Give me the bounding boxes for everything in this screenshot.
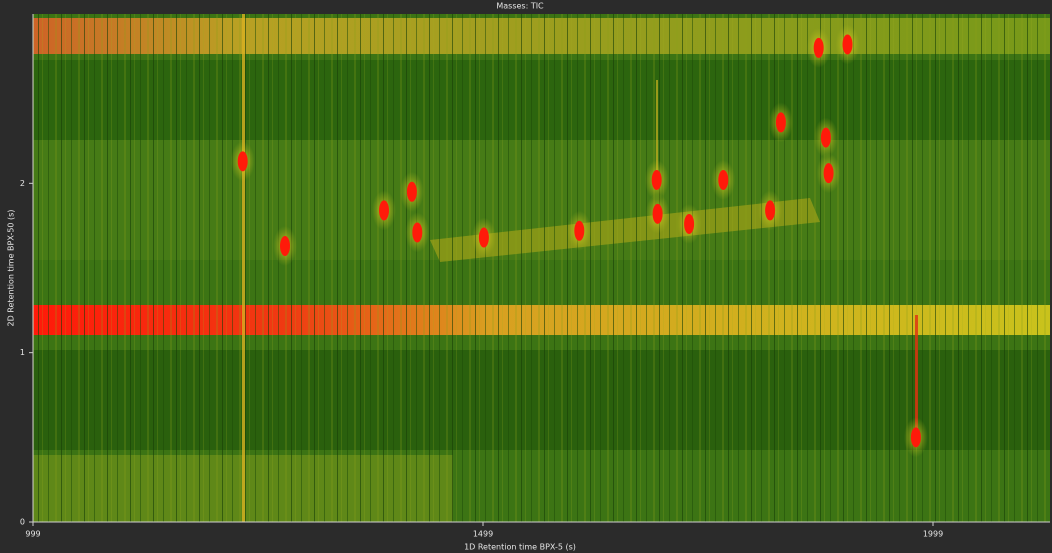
- page: {"chart_data": { "type": "scatter", "tit…: [0, 0, 1052, 553]
- x-tick-label: 1499: [473, 530, 493, 539]
- peak: [653, 204, 663, 224]
- plot-background: [33, 14, 1050, 522]
- y-axis-label: 2D Retention time BPX-50 (s): [7, 210, 16, 327]
- peak: [684, 214, 694, 234]
- x-tick-label: 999: [25, 530, 40, 539]
- peak: [479, 228, 489, 248]
- peak: [843, 34, 853, 54]
- peak: [379, 200, 389, 220]
- chart: Masses: TIC 1D Retention time BPX-5 (s) …: [0, 0, 1052, 553]
- chart-title: Masses: TIC: [496, 2, 544, 11]
- y-tick-label: 1: [20, 348, 25, 357]
- peak: [911, 427, 921, 447]
- peak: [821, 128, 831, 148]
- peak: [824, 163, 834, 183]
- x-axis-label: 1D Retention time BPX-5 (s): [464, 543, 576, 552]
- peak: [238, 151, 248, 171]
- peak: [776, 112, 786, 132]
- peak: [765, 200, 775, 220]
- peak: [407, 182, 417, 202]
- peak: [280, 236, 290, 256]
- y-tick-label: 0: [20, 518, 25, 527]
- peak: [814, 38, 824, 58]
- x-tick-label: 1999: [923, 530, 943, 539]
- peak: [718, 170, 728, 190]
- y-tick-label: 2: [20, 179, 25, 188]
- peak: [574, 221, 584, 241]
- peak: [652, 170, 662, 190]
- peak: [412, 222, 422, 242]
